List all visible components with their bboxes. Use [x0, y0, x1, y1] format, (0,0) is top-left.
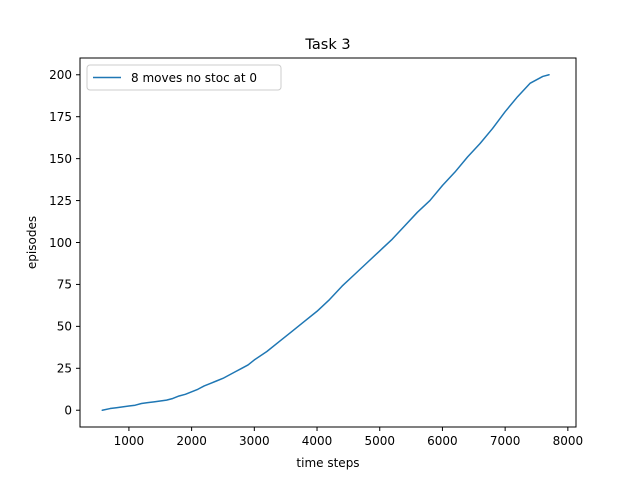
y-tick-label: 0	[64, 404, 72, 418]
legend-label: 8 moves no stoc at 0	[131, 71, 257, 85]
x-tick-label: 2000	[176, 434, 207, 448]
y-tick-label: 125	[49, 194, 72, 208]
y-tick-label: 175	[49, 110, 72, 124]
x-tick-label: 4000	[302, 434, 333, 448]
x-tick-label: 6000	[427, 434, 458, 448]
x-axis-ticks: 1000 2000 3000 4000 5000 6000 7000 8000	[114, 427, 583, 448]
y-tick-label: 25	[57, 362, 72, 376]
y-tick-label: 50	[57, 320, 72, 334]
legend-box	[86, 64, 282, 91]
x-axis-label: time steps	[296, 456, 359, 470]
axes-frame	[79, 57, 577, 428]
y-tick-label: 75	[57, 278, 72, 292]
y-tick-label: 150	[49, 152, 72, 166]
y-axis-label: episodes	[25, 216, 39, 269]
x-tick-label: 7000	[490, 434, 521, 448]
y-axis-ticks: 0 25 50 75 100 125 150 175 200	[49, 68, 80, 418]
x-tick-label: 8000	[553, 434, 584, 448]
chart-title: Task 3	[304, 37, 350, 53]
x-tick-label: 5000	[364, 434, 395, 448]
plot-area	[101, 74, 550, 411]
y-tick-label: 200	[49, 68, 72, 82]
legend: 8 moves no stoc at 0	[86, 64, 282, 91]
series-line	[101, 74, 550, 411]
x-tick-label: 1000	[114, 434, 145, 448]
y-tick-label: 100	[49, 236, 72, 250]
x-tick-label: 3000	[239, 434, 270, 448]
